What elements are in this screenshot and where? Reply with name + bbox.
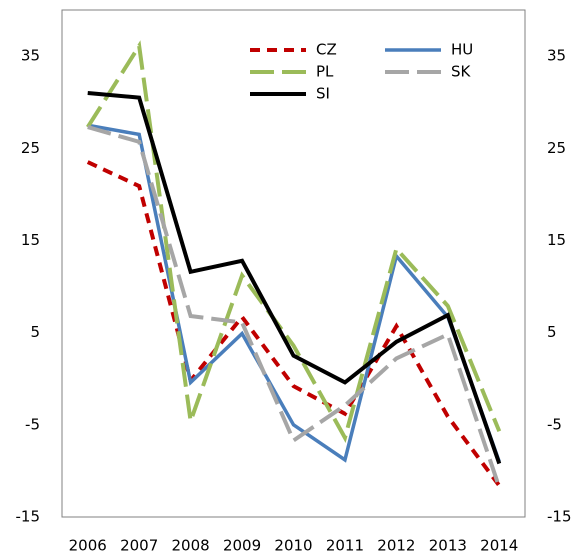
x-tick-label: 2006 [69,537,107,555]
line-series [87,125,502,489]
line-series [86,160,501,487]
legend-label: HU [451,41,473,59]
y2-tick-label: 5 [547,323,557,341]
x-tick-label: 2007 [120,537,158,555]
legend-label: PL [316,63,334,81]
y2-tick-label: 25 [547,139,566,157]
y2-tick-label: 15 [547,231,566,249]
y-tick-label: -15 [16,508,41,526]
y2-tick-label: 35 [547,47,566,65]
x-tick-label: 2009 [223,537,261,555]
x-tick-label: 2011 [326,537,364,555]
y-tick-label: 35 [21,47,40,65]
plot-frame [61,9,526,518]
legend-label: SI [316,85,330,103]
x-tick-label: 2010 [274,537,312,555]
y-tick-label: 25 [21,139,40,157]
line-series [87,90,502,465]
x-tick-label: 2013 [429,537,467,555]
y2-tick-label: -15 [547,508,572,526]
y-tick-label: -5 [25,415,40,433]
legend-label: CZ [316,41,337,59]
y2-tick-label: -5 [547,415,562,433]
x-tick-label: 2008 [172,537,210,555]
x-tick-label: 2012 [377,537,415,555]
legend-label: SK [451,63,472,81]
line-series [87,123,501,463]
y-tick-label: 15 [21,231,40,249]
x-tick-label: 2014 [480,537,518,555]
y-tick-label: 5 [30,323,40,341]
line-series [86,40,502,443]
